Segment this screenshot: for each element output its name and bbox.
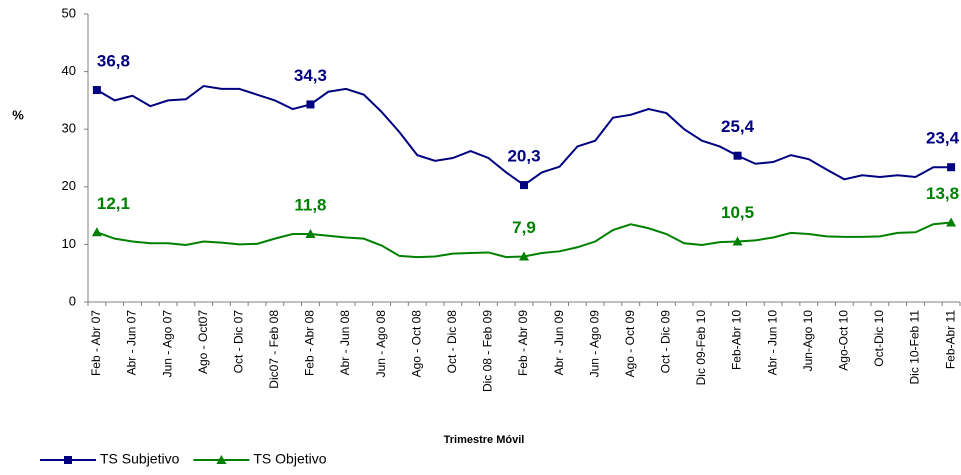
x-tick-label: Abr - Jun 08 <box>338 310 352 376</box>
x-tick-label: Oct-Dic 10 <box>872 310 886 367</box>
x-tick-label: Feb-Abr 10 <box>730 310 744 370</box>
data-label: 10,5 <box>721 203 754 222</box>
point-marker <box>946 217 957 227</box>
x-tick-label: Jun - Ago 08 <box>374 310 388 378</box>
x-tick-label: Dic 10-Feb 11 <box>908 310 922 385</box>
data-label: 23,4 <box>926 129 960 148</box>
x-tick-label: Feb-Abr 11 <box>943 310 957 369</box>
point-marker <box>305 229 316 239</box>
x-tick-label: Ago - Oct 09 <box>623 310 637 378</box>
x-tick-label: Dic07 - Feb 08 <box>267 310 281 389</box>
point-marker <box>520 181 528 190</box>
data-label: 34,3 <box>294 66 327 85</box>
y-tick-label: 10 <box>62 236 76 251</box>
point-marker <box>733 151 742 160</box>
point-marker <box>947 163 956 172</box>
x-tick-label: Jun - Ago 09 <box>587 310 601 378</box>
x-tick-label: Jun - Ago 07 <box>160 310 174 378</box>
x-tick-label: Abr - Jun 10 <box>765 310 779 376</box>
x-tick-label: Jun-Ago 10 <box>801 310 815 372</box>
x-tick-label: Ago - Oct 08 <box>409 310 423 378</box>
x-tick-label: Ago - Oct07 <box>196 310 210 374</box>
x-tick-label: Dic 09-Feb 10 <box>694 310 708 386</box>
x-tick-label: Feb - Abr 08 <box>303 310 317 376</box>
point-marker <box>91 227 102 237</box>
data-label: 7,9 <box>512 218 536 237</box>
legend-label: TS Subjetivo <box>100 451 180 467</box>
x-tick-label: Feb - Abr 09 <box>516 310 530 376</box>
x-tick-label: Oct - Dic 09 <box>659 310 673 374</box>
x-tick-label: Oct - Dic 07 <box>231 310 245 374</box>
series-line <box>96 84 952 187</box>
x-tick-label: Abr - Jun 09 <box>552 310 566 376</box>
x-axis-label: Trimestre Móvil <box>444 434 525 446</box>
data-label: 12,1 <box>97 194 130 213</box>
x-tick-label: Oct - Dic 08 <box>445 310 459 374</box>
legend-label: TS Objetivo <box>253 451 326 467</box>
point-marker <box>732 236 743 246</box>
legend-marker <box>216 455 227 464</box>
legend-marker <box>64 456 72 464</box>
data-label: 36,8 <box>97 52 130 71</box>
y-tick-label: 0 <box>69 293 76 308</box>
data-label: 20,3 <box>507 147 540 166</box>
y-tick-label: 50 <box>62 5 76 20</box>
point-marker <box>519 251 529 261</box>
point-marker <box>306 100 315 109</box>
data-label: 13,8 <box>926 184 959 203</box>
x-tick-label: Dic 08 - Feb 09 <box>481 310 495 392</box>
x-tick-label: Abr - Jun 07 <box>125 310 139 376</box>
y-tick-label: 40 <box>62 63 76 78</box>
x-tick-label: Ago-Oct 10 <box>836 310 850 371</box>
data-label: 11,8 <box>294 196 326 215</box>
point-marker <box>92 86 101 95</box>
y-tick-label: 30 <box>62 121 76 136</box>
y-tick-label: 20 <box>62 178 76 193</box>
x-tick-label: Feb - Abr 07 <box>89 310 103 376</box>
data-label: 25,4 <box>721 117 755 136</box>
y-axis-label: % <box>12 107 24 122</box>
